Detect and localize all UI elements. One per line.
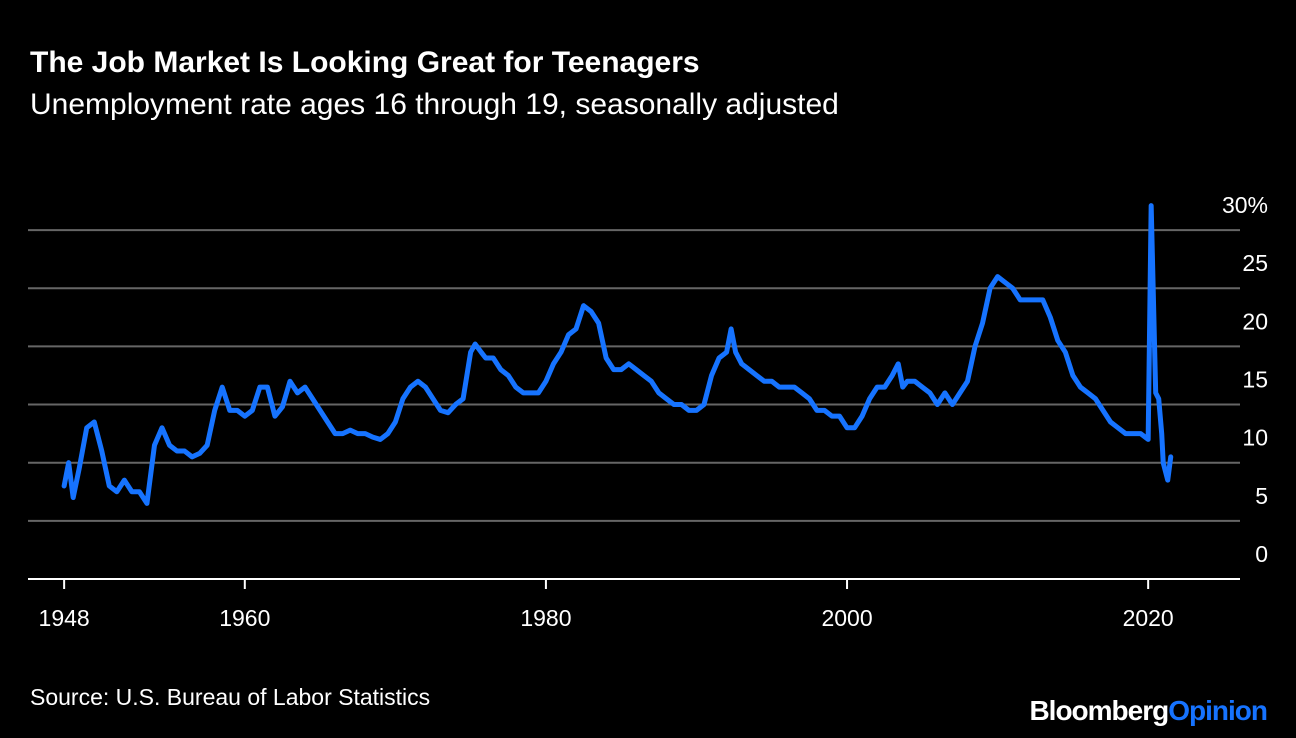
y-tick-label: 25 bbox=[1242, 250, 1268, 276]
y-tick-label: 0 bbox=[1255, 541, 1268, 567]
y-tick-label: 15 bbox=[1242, 367, 1268, 393]
chart-title: The Job Market Is Looking Great for Teen… bbox=[30, 46, 700, 79]
x-tick-label: 2020 bbox=[1123, 605, 1174, 631]
source: Source: U.S. Bureau of Labor Statistics bbox=[30, 684, 430, 710]
x-tick-label: 1980 bbox=[520, 605, 571, 631]
x-tick-label: 2000 bbox=[821, 605, 872, 631]
chart-subtitle: Unemployment rate ages 16 through 19, se… bbox=[30, 88, 839, 121]
y-tick-label: 5 bbox=[1255, 483, 1268, 509]
logo-brand: Bloomberg bbox=[1029, 695, 1168, 726]
data-line bbox=[61, 203, 1174, 506]
y-tick-label: 30% bbox=[1222, 192, 1268, 218]
logo: BloombergOpinion bbox=[1029, 695, 1267, 726]
x-tick-label: 1948 bbox=[39, 605, 90, 631]
y-tick-label: 20 bbox=[1242, 308, 1268, 334]
x-tick-label: 1960 bbox=[219, 605, 270, 631]
y-tick-label: 10 bbox=[1242, 425, 1268, 451]
logo-section: Opinion bbox=[1168, 695, 1267, 726]
